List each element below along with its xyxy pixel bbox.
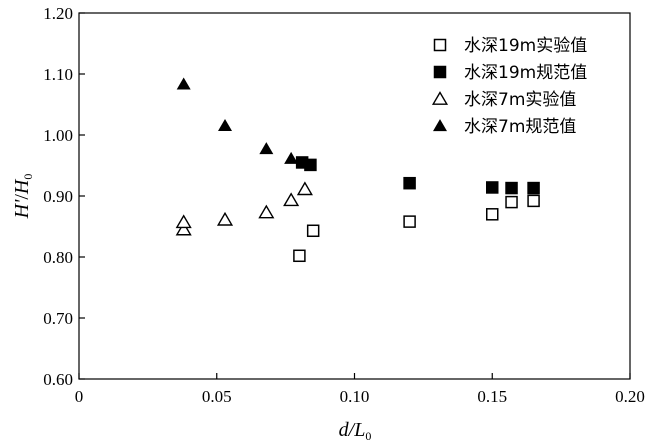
x-tick-label: 0.05 (202, 387, 232, 406)
y-tick-label: 0.60 (43, 370, 73, 389)
y-axis-title-num: H' (11, 199, 33, 219)
triangle-filled-data-point (259, 142, 274, 155)
square-filled-data-point (527, 181, 540, 195)
x-tick-label: 0 (75, 387, 84, 406)
triangle-filled-data-point (218, 118, 233, 131)
square-open-data-point (527, 194, 540, 208)
triangle-open-data-point (283, 192, 300, 207)
legend-label: 水深7m规范值 (464, 117, 576, 137)
x-tick-label: 0.20 (615, 387, 645, 406)
y-tick-label: 1.10 (43, 65, 73, 84)
square-open-data-point (486, 208, 499, 221)
square-open-data-point (306, 224, 320, 238)
square-filled-data-point (304, 158, 317, 172)
x-axis-title: d/L0 (339, 419, 372, 443)
legend-triangle-open-icon (431, 91, 449, 105)
square-filled-data-point (505, 181, 518, 195)
x-tick-label: 0.15 (477, 387, 507, 406)
square-open-data-point (403, 215, 416, 228)
y-tick-label: 1.20 (43, 4, 73, 23)
y-axis: 0.60 0.70 0.80 0.90 1.00 1.10 1.20 (43, 4, 85, 389)
square-filled-data-point (403, 176, 416, 190)
square-open-data-point (505, 195, 518, 209)
x-tick-label: 0.10 (340, 387, 370, 406)
y-axis-title-den: H (11, 178, 33, 195)
triangle-filled-data-point (176, 77, 191, 90)
y-tick-label: 0.90 (43, 187, 73, 206)
y-axis-title: H'/H0 (11, 174, 35, 220)
square-filled-data-point (486, 181, 499, 194)
data-markers (175, 77, 540, 263)
legend-label: 水深7m实验值 (464, 90, 576, 110)
y-tick-label: 0.70 (43, 309, 73, 328)
x-axis-title-sub: 0 (365, 429, 371, 443)
square-open-data-point (293, 249, 306, 263)
legend-square-open-icon (433, 38, 447, 52)
legend-square-filled-icon (433, 65, 447, 79)
triangle-open-data-point (216, 211, 234, 226)
x-axis-title-main: d/L (339, 419, 366, 441)
triangle-filled-data-point (284, 151, 299, 164)
legend-label: 水深19m规范值 (464, 63, 587, 83)
legend-triangle-filled-icon (433, 119, 447, 132)
y-tick-label: 0.80 (43, 248, 73, 267)
y-axis-title-sub: 0 (21, 174, 35, 180)
legend-label: 水深19m实验值 (464, 36, 587, 56)
triangle-open-data-point (258, 204, 275, 219)
y-axis-title-slash: / (11, 194, 33, 200)
triangle-open-data-point (296, 181, 313, 196)
triangle-open-data-point (175, 214, 192, 229)
y-tick-label: 1.00 (43, 126, 73, 145)
triangle-open-data-point (175, 221, 192, 236)
x-axis: 0 0.05 0.10 0.15 0.20 (75, 373, 645, 406)
